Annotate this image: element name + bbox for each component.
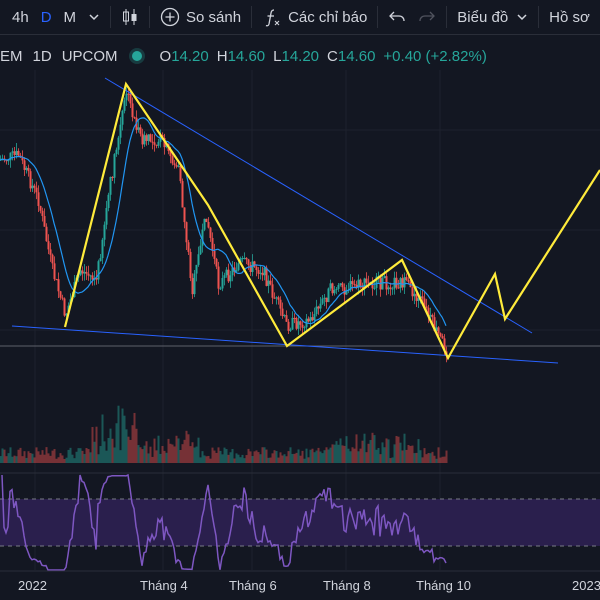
market-status-dot[interactable] — [131, 51, 142, 61]
moving-average-line[interactable] — [0, 117, 447, 326]
rsi-band — [0, 499, 600, 546]
profile-button[interactable]: Hồ sơ — [543, 0, 596, 34]
candles-chart-type-button[interactable] — [115, 0, 145, 34]
time-axis-label: Tháng 6 — [229, 578, 277, 593]
open-key: O — [159, 47, 172, 65]
low-key: L — [273, 47, 282, 65]
close-key: C — [327, 47, 338, 65]
close-value: 14.60 — [337, 47, 376, 65]
interval-dropdown-button[interactable] — [82, 0, 106, 34]
change-value: +0.40 (+2.82%) — [383, 47, 487, 65]
time-axis-label: 2022 — [18, 578, 47, 593]
high-value: 14.60 — [227, 47, 266, 65]
chart-layout-label: Biểu đồ — [457, 8, 509, 26]
time-axis-label: Tháng 4 — [140, 578, 188, 593]
chart-layout-button[interactable]: Biểu đồ — [451, 0, 534, 34]
indicators-label: Các chỉ báo — [288, 8, 368, 26]
time-axis-label: Tháng 8 — [323, 578, 371, 593]
toolbar-divider — [446, 6, 448, 28]
profile-label: Hồ sơ — [549, 8, 590, 26]
time-axis-label: 2023 — [572, 578, 600, 593]
chevron-down-icon — [89, 14, 99, 21]
interval-m-button[interactable]: M — [63, 8, 77, 26]
toolbar-divider — [251, 6, 253, 28]
toolbar-divider — [149, 6, 151, 28]
function-icon — [262, 7, 282, 27]
symbol-ticker[interactable]: EM — [0, 47, 23, 65]
toolbar-divider — [538, 6, 540, 28]
rsi-line[interactable] — [1, 473, 447, 571]
time-axis-label: Tháng 10 — [416, 578, 471, 593]
candlestick-icon — [123, 9, 137, 25]
compare-label: So sánh — [186, 8, 242, 26]
toolbar-divider — [377, 6, 379, 28]
open-value: 14.20 — [171, 47, 209, 65]
upper-trendline[interactable] — [104, 77, 533, 334]
undo-button[interactable] — [382, 0, 412, 34]
plus-circle-icon — [160, 7, 180, 27]
undo-icon — [389, 11, 405, 22]
top-toolbar: 4h D M So sánh Các chỉ báo Biểu đồ Hồ sơ — [0, 0, 600, 35]
toolbar-divider — [110, 6, 112, 28]
interval-4h-button[interactable]: 4h — [12, 8, 29, 26]
redo-button[interactable] — [412, 0, 442, 34]
grid-lines — [0, 70, 600, 570]
chevron-down-icon — [517, 14, 527, 21]
wave-pattern-drawing[interactable] — [63, 81, 600, 361]
interval-d-button[interactable]: D — [40, 8, 52, 26]
compare-button[interactable]: So sánh — [154, 0, 247, 34]
low-value: 14.20 — [281, 47, 320, 65]
symbol-exchange: UPCOM — [61, 47, 118, 65]
redo-icon — [419, 11, 436, 22]
volume-bars — [0, 405, 448, 463]
symbol-interval[interactable]: 1D — [32, 47, 52, 65]
high-key: H — [216, 47, 228, 65]
indicators-button[interactable]: Các chỉ báo — [256, 0, 373, 34]
symbol-legend: EM 1D UPCOM O 14.20 H 14.60 L 14.20 C 14.60 … — [0, 44, 487, 68]
